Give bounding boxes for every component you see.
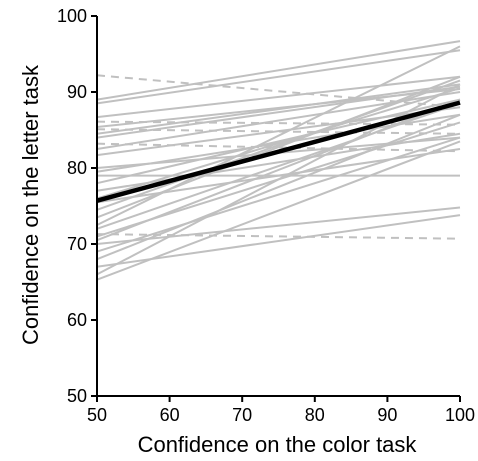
individual-fit-line-32 <box>96 140 461 281</box>
individual-fit-line-17 <box>96 132 461 192</box>
individual-fit-line-28 <box>96 136 461 253</box>
individual-fit-line-8 <box>96 83 461 135</box>
individual-fit-line-21 <box>96 75 461 219</box>
individual-fit-line-5 <box>96 120 461 126</box>
x-tick-label-70: 70 <box>232 405 252 425</box>
y-tick-label-100: 100 <box>57 6 87 26</box>
group-fit-line-layer <box>96 100 461 203</box>
individual-fit-line-3 <box>96 49 461 105</box>
individual-fit-line-30 <box>96 214 461 268</box>
y-tick-label-70: 70 <box>67 234 87 254</box>
individual-fit-line-23 <box>96 102 461 230</box>
y-tick-label-50: 50 <box>67 386 87 406</box>
individual-fit-line-29 <box>96 113 461 261</box>
y-tick-label-80: 80 <box>67 158 87 178</box>
individual-fit-line-9 <box>96 85 461 139</box>
x-tick-label-60: 60 <box>160 405 180 425</box>
individual-fit-line-31 <box>96 83 461 276</box>
individual-fit-line-18 <box>96 87 461 200</box>
y-tick-label-60: 60 <box>67 310 87 330</box>
individual-fit-line-16 <box>96 98 461 185</box>
individual-fit-line-2 <box>96 40 461 101</box>
x-tick-label-80: 80 <box>305 405 325 425</box>
axes: 50 60 70 80 90 100 50 60 70 80 90 100 <box>57 6 475 425</box>
x-tick-label-50: 50 <box>87 405 107 425</box>
y-axis-title: Confidence on the letter task <box>18 64 43 345</box>
x-axis-title: Confidence on the color task <box>138 432 418 457</box>
x-tick-label-100: 100 <box>445 405 475 425</box>
individual-fit-line-4 <box>96 75 461 119</box>
y-tick-label-90: 90 <box>67 82 87 102</box>
individual-fit-line-22 <box>96 45 461 226</box>
x-tick-label-90: 90 <box>377 405 397 425</box>
individual-fit-line-1 <box>96 74 461 109</box>
individual-fit-line-10 <box>96 142 461 153</box>
group-fit-line <box>96 100 461 203</box>
individual-fit-line-20 <box>96 79 461 211</box>
individual-fit-line-27 <box>96 206 461 245</box>
individual-fit-line-26 <box>96 98 461 242</box>
individual-fit-lines <box>96 40 461 281</box>
